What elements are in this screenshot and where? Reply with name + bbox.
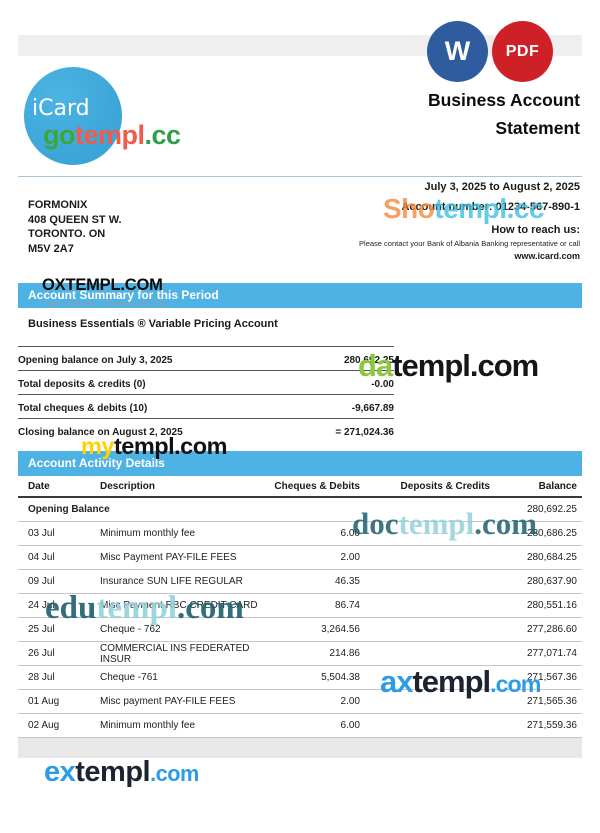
watermark-extempl: extempl.com: [44, 756, 199, 788]
reach-us-title: How to reach us:: [491, 224, 580, 236]
word-file-icon[interactable]: W: [427, 21, 488, 82]
transaction-debit: 6.00: [340, 528, 360, 539]
column-header-credits: Deposits & Credits: [400, 480, 490, 492]
transaction-balance: 277,071.74: [526, 648, 577, 659]
transaction-row: 26 Jul COMMERCIAL INS FEDERATED INSUR 21…: [18, 642, 582, 666]
column-header-date: Date: [28, 480, 50, 492]
transaction-description: Cheque -761: [100, 672, 158, 683]
transaction-debit: 46.35: [334, 576, 360, 587]
recipient-postal: M5V 2A7: [28, 242, 74, 255]
summary-row: Total cheques & debits (10) -9,667.89: [18, 394, 394, 418]
transaction-balance: 271,565.36: [526, 696, 577, 707]
word-icon-letter: W: [444, 36, 471, 66]
summary-row-value: = 271,024.36: [335, 427, 394, 438]
summary-row: Opening balance on July 3, 2025 280.692.…: [18, 346, 394, 370]
icard-logo-circle: [24, 67, 122, 165]
transaction-row: 02 Aug Minimum monthly fee 6.00 271,559.…: [18, 714, 582, 738]
summary-row-value: -9,667.89: [351, 403, 394, 414]
summary-table: Opening balance on July 3, 2025 280.692.…: [18, 346, 394, 442]
transaction-date: 24 Jul: [28, 600, 55, 611]
recipient-name: FORMONIX: [28, 199, 88, 211]
pdf-file-icon[interactable]: PDF: [492, 21, 553, 82]
account-number: Account number: 01234-567-890-1: [401, 201, 580, 213]
column-header-description: Description: [100, 480, 156, 492]
transaction-date: 04 Jul: [28, 552, 55, 563]
transaction-balance: 280,684.25: [526, 552, 577, 563]
transaction-description: Insurance SUN LIFE REGULAR: [100, 576, 243, 587]
document-title-line1: Business Account: [427, 90, 580, 110]
column-header-debits: Cheques & Debits: [274, 480, 360, 492]
transaction-description: Minimum monthly fee: [100, 528, 196, 539]
icard-logo-text: iCard: [32, 96, 90, 121]
transaction-debit: 6.00: [340, 720, 360, 731]
summary-row-label: Opening balance on July 3, 2025: [18, 355, 173, 366]
transaction-date: 03 Jul: [28, 528, 55, 539]
pdf-icon-letters: PDF: [505, 42, 540, 60]
summary-section-title: Account Summary for this Period: [28, 288, 219, 302]
transaction-description: Misc Payment PAY-FILE FEES: [100, 552, 237, 563]
transaction-row: 28 Jul Cheque -761 5,504.38 271,567.36: [18, 666, 582, 690]
summary-row: Total deposits & credits (0) -0.00: [18, 370, 394, 394]
document-title-line2: Statement: [495, 118, 580, 138]
transaction-balance: 280,551.16: [526, 600, 577, 611]
transaction-description: Minimum monthly fee: [100, 720, 196, 731]
opening-balance-value: 280,692.25: [526, 504, 577, 515]
transaction-debit: 5,504.38: [321, 672, 360, 683]
recipient-address: FORMONIX 408 QUEEN ST W. TORONTO. ON M5V…: [28, 198, 122, 256]
transaction-description: COMMERCIAL INS FEDERATED INSUR: [100, 642, 250, 665]
column-header-balance: Balance: [538, 480, 577, 492]
transaction-balance: 280,637.90: [526, 576, 577, 587]
statement-info-block: July 3, 2025 to August 2, 2025 Account n…: [240, 181, 580, 261]
document-title: Business Account Statement: [428, 86, 580, 142]
summary-row-label: Closing balance on August 2, 2025: [18, 427, 183, 438]
transaction-date: 01 Aug: [28, 696, 60, 707]
reach-us-text: Please contact your Bank of Albania Bank…: [359, 239, 580, 248]
activity-section-title: Account Activity Details: [28, 456, 165, 470]
transaction-description: Cheque - 762: [100, 624, 161, 635]
bank-website-link: www.icard.com: [514, 251, 580, 261]
summary-row-value: -0.00: [371, 379, 394, 390]
recipient-street: 408 QUEEN ST W.: [28, 213, 122, 226]
transaction-balance: 271,567.36: [526, 672, 577, 683]
opening-balance-row: Opening Balance 280,692.25: [18, 498, 582, 522]
transaction-row: 25 Jul Cheque - 762 3,264.56 277,286.60: [18, 618, 582, 642]
summary-section-header: Account Summary for this Period: [18, 283, 582, 308]
table-footer-band: [18, 738, 582, 758]
transaction-date: 28 Jul: [28, 672, 55, 683]
transaction-description: Misc payment PAY-FILE FEES: [100, 696, 236, 707]
account-type-label: Business Essentials ® Variable Pricing A…: [28, 318, 278, 330]
transaction-date: 09 Jul: [28, 576, 55, 587]
transaction-balance: 280,686.25: [526, 528, 577, 539]
transaction-row: 09 Jul Insurance SUN LIFE REGULAR 46.35 …: [18, 570, 582, 594]
transaction-debit: 2.00: [340, 696, 360, 707]
transaction-balance: 277,286.60: [526, 624, 577, 635]
activity-table: Opening Balance 280,692.25 03 Jul Minimu…: [18, 498, 582, 738]
activity-section-header: Account Activity Details: [18, 451, 582, 476]
transaction-description: Misc Payment RBC CREDIT CARD: [100, 600, 258, 611]
transaction-date: 26 Jul: [28, 648, 55, 659]
header-divider-line: [18, 176, 582, 177]
transaction-row: 24 Jul Misc Payment RBC CREDIT CARD 86.7…: [18, 594, 582, 618]
summary-row-value: 280.692.25: [343, 355, 394, 366]
transaction-date: 25 Jul: [28, 624, 55, 635]
transaction-debit: 2.00: [340, 552, 360, 563]
recipient-city: TORONTO. ON: [28, 228, 106, 240]
transaction-date: 02 Aug: [28, 720, 60, 731]
summary-row: Closing balance on August 2, 2025 = 271,…: [18, 418, 394, 442]
summary-row-label: Total cheques & debits (10): [18, 403, 148, 414]
activity-table-header: Date Description Cheques & Debits Deposi…: [18, 476, 582, 498]
transaction-debit: 3,264.56: [321, 624, 360, 635]
transaction-debit: 214.86: [329, 648, 360, 659]
transaction-row: 04 Jul Misc Payment PAY-FILE FEES 2.00 2…: [18, 546, 582, 570]
summary-row-label: Total deposits & credits (0): [18, 379, 146, 390]
transaction-balance: 271,559.36: [526, 720, 577, 731]
transaction-row: 03 Jul Minimum monthly fee 6.00 280,686.…: [18, 522, 582, 546]
transaction-debit: 86.74: [334, 600, 360, 611]
statement-period: July 3, 2025 to August 2, 2025: [424, 181, 581, 193]
transaction-row: 01 Aug Misc payment PAY-FILE FEES 2.00 2…: [18, 690, 582, 714]
opening-balance-label: Opening Balance: [28, 504, 110, 515]
